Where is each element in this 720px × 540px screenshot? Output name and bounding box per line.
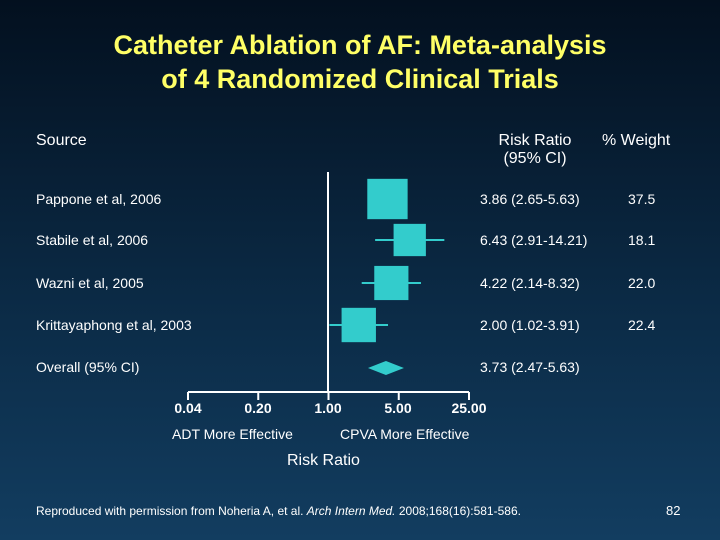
x-axis-title: Risk Ratio bbox=[287, 452, 360, 469]
study-ci: 2.00 (1.02-3.91) bbox=[480, 317, 580, 333]
overall-ci: 3.73 (2.47-5.63) bbox=[480, 359, 580, 375]
tick-label: 0.04 bbox=[174, 400, 202, 416]
slide-title: Catheter Ablation of AF: Meta-analysis o… bbox=[0, 28, 720, 96]
study-ci: 6.43 (2.91-14.21) bbox=[480, 232, 588, 248]
overall-name: Overall (95% CI) bbox=[36, 359, 140, 375]
risk-ratio-header-line-2: (95% CI) bbox=[503, 150, 567, 167]
page-number: 82 bbox=[666, 503, 681, 518]
right-direction-label: CPVA More Effective bbox=[340, 426, 470, 442]
study-weight: 22.0 bbox=[628, 275, 656, 291]
study-weight: 18.1 bbox=[628, 232, 656, 248]
citation-prefix: Reproduced with permission from Noheria … bbox=[36, 504, 307, 518]
tick-label: 25.00 bbox=[451, 400, 487, 416]
study-name: Stabile et al, 2006 bbox=[36, 232, 149, 248]
citation-suffix: 2008;168(16):581-586. bbox=[395, 504, 521, 518]
title-line-2: of 4 Randomized Clinical Trials bbox=[161, 64, 559, 94]
citation-footer: Reproduced with permission from Noheria … bbox=[36, 504, 521, 518]
study-ci: 4.22 (2.14-8.32) bbox=[480, 275, 580, 291]
study-name: Krittayaphong et al, 2003 bbox=[36, 317, 192, 333]
left-direction-label: ADT More Effective bbox=[172, 426, 293, 442]
source-header: Source bbox=[36, 132, 87, 149]
risk-ratio-header-line-1: Risk Ratio bbox=[498, 132, 572, 149]
study-name: Wazni et al, 2005 bbox=[36, 275, 144, 291]
study-weight: 22.4 bbox=[628, 317, 656, 333]
tick-label: 5.00 bbox=[384, 400, 412, 416]
study-point-estimate bbox=[374, 265, 409, 301]
study-point-estimate bbox=[341, 307, 376, 343]
risk-ratio-header: Risk Ratio (95% CI) bbox=[480, 132, 590, 168]
tick-label: 1.00 bbox=[314, 400, 342, 416]
study-point-estimate bbox=[393, 223, 426, 257]
study-weight: 37.5 bbox=[628, 191, 656, 207]
study-point-estimate bbox=[367, 178, 408, 220]
weight-header: % Weight bbox=[602, 132, 671, 149]
title-line-1: Catheter Ablation of AF: Meta-analysis bbox=[113, 30, 607, 60]
tick-label: 0.20 bbox=[244, 400, 272, 416]
overall-diamond bbox=[367, 361, 404, 375]
citation-journal: Arch Intern Med. bbox=[306, 504, 396, 518]
study-name: Pappone et al, 2006 bbox=[36, 191, 162, 207]
study-ci: 3.86 (2.65-5.63) bbox=[480, 191, 580, 207]
